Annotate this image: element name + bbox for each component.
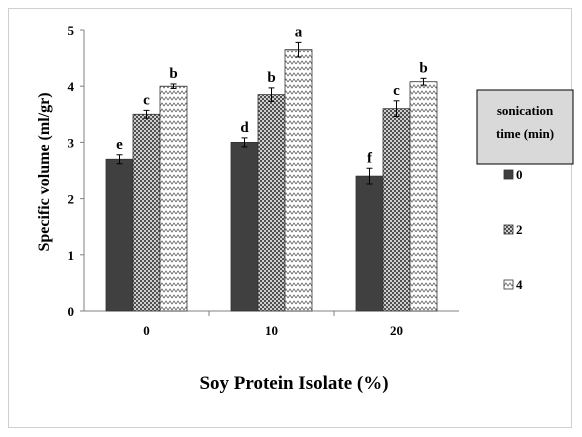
plot-area: 0 1 2 3 4 5 0 e c b 10 d b a 20 f c b <box>68 23 459 338</box>
significance-letter: b <box>267 70 275 86</box>
legend-items: 0 2 4 <box>503 167 523 292</box>
significance-letter: d <box>240 120 249 136</box>
x-axis-title: Soy Protein Isolate (%) <box>199 373 388 394</box>
y-tick-label: 0 <box>68 304 75 319</box>
legend-swatch-2 <box>503 224 514 235</box>
y-tick-label: 4 <box>68 79 75 94</box>
significance-letter: a <box>295 24 303 40</box>
bar-4-10 <box>284 49 313 312</box>
bar-2-0 <box>132 113 161 312</box>
legend-title-line-2: time (min) <box>496 126 554 141</box>
significance-letter: c <box>143 92 150 108</box>
legend-label-4: 4 <box>516 277 523 292</box>
significance-letter: f <box>367 150 373 166</box>
y-tick-label: 2 <box>68 192 75 207</box>
bar-0-0 <box>105 158 134 312</box>
significance-letter: e <box>116 137 123 153</box>
y-axis-title: Specific volume (ml/gr) <box>36 92 53 251</box>
legend-swatch-0 <box>503 169 514 180</box>
y-tick-label: 5 <box>68 23 75 38</box>
x-tick-label: 20 <box>390 323 403 338</box>
bar-4-20 <box>409 81 438 312</box>
bar-2-10 <box>257 94 286 312</box>
significance-letter: c <box>393 83 400 99</box>
significance-letter: b <box>169 66 177 82</box>
legend-swatch-4 <box>503 279 514 290</box>
x-tick-label: 10 <box>265 323 278 338</box>
y-tick-label: 1 <box>68 248 75 263</box>
legend: sonication time (min) 0 2 4 <box>476 89 574 292</box>
y-tick-label: 3 <box>68 135 75 150</box>
bar-2-20 <box>382 108 411 312</box>
legend-label-0: 0 <box>516 167 523 182</box>
legend-title-line-1: sonication <box>497 103 554 118</box>
bar-0-10 <box>230 141 259 312</box>
legend-label-2: 2 <box>516 222 523 237</box>
x-tick-label: 0 <box>143 323 150 338</box>
legend-title-box <box>476 89 574 165</box>
bar-0-20 <box>355 175 384 312</box>
bar-4-0 <box>159 85 188 312</box>
significance-letter: b <box>419 60 427 76</box>
